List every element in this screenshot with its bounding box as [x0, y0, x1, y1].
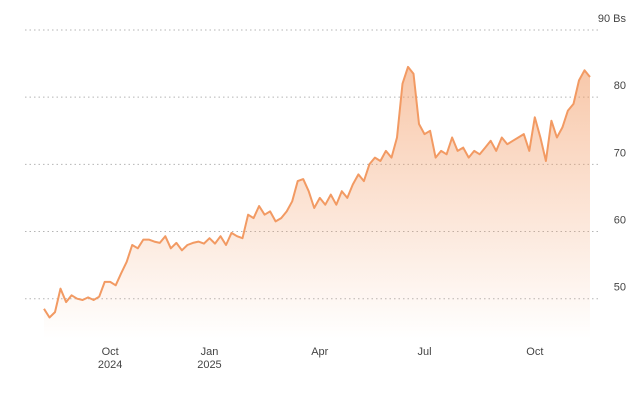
x-tick-label: Oct [526, 346, 544, 358]
x-tick-label: Oct 2024 [97, 346, 123, 371]
x-tick-label: Jan 2025 [197, 346, 222, 371]
y-tick-label: 50 [614, 282, 626, 294]
line [43, 65, 591, 319]
x-tick-label: Jul [417, 346, 432, 358]
y-tick-label: 60 [614, 215, 626, 227]
y-tick-label: 80 [614, 80, 626, 92]
y-tick-label: 70 [614, 147, 626, 159]
y-tick-label: 90 Bs [598, 13, 627, 25]
x-tick-label: Apr [311, 346, 329, 358]
